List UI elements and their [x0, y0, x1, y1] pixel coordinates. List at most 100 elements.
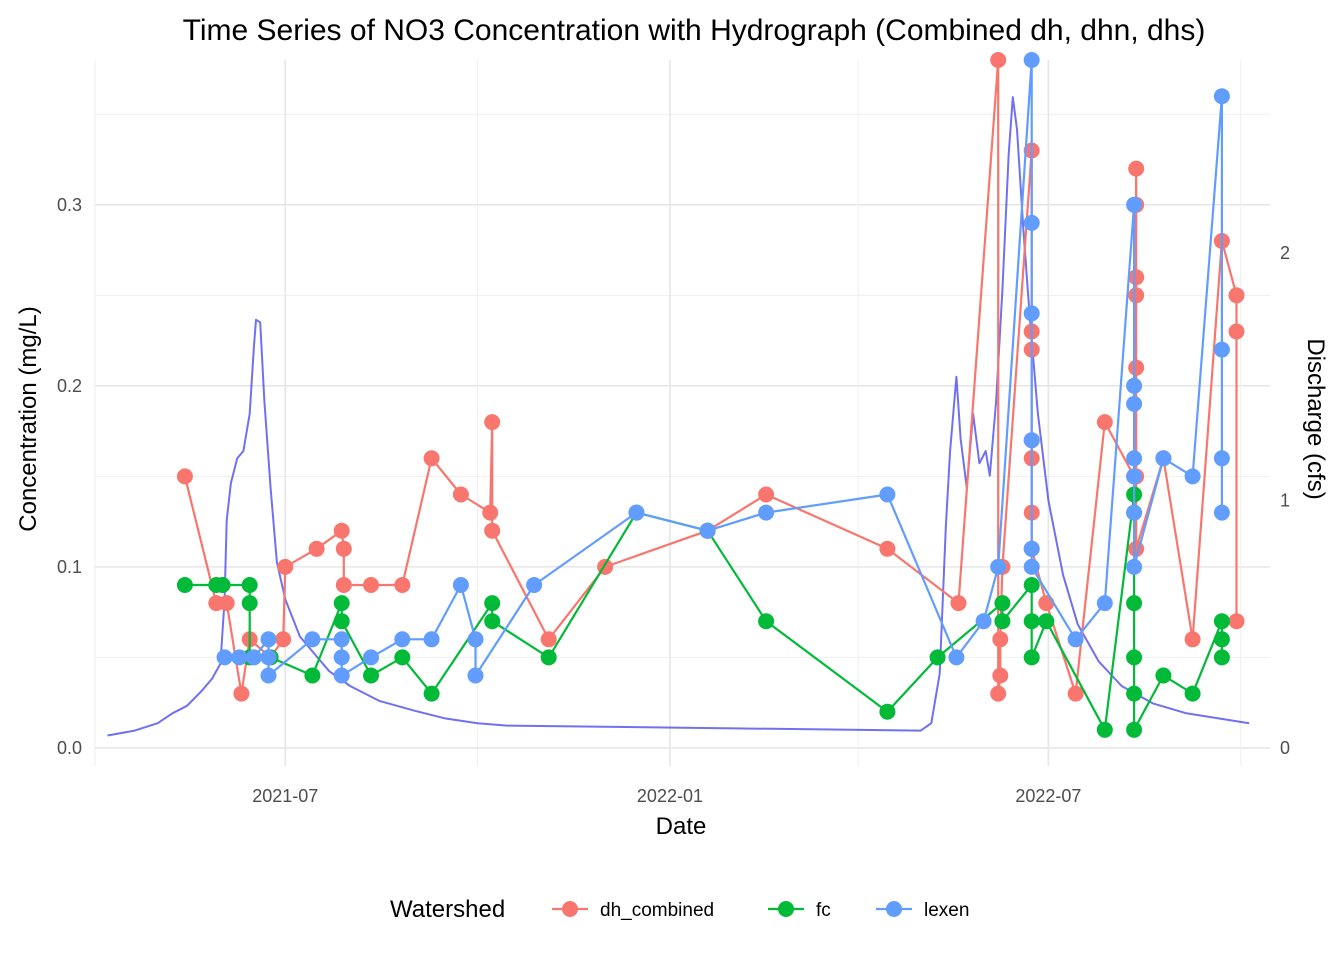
data-point-fc — [1213, 631, 1230, 648]
data-point-dh_combined — [308, 540, 325, 557]
data-point-fc — [1023, 577, 1040, 593]
data-point-lexen — [628, 504, 645, 521]
data-point-fc — [484, 613, 501, 630]
y2-tick-label: 0 — [1280, 738, 1290, 758]
y-tick-label: 0.1 — [57, 557, 82, 577]
data-point-dh_combined — [484, 522, 501, 539]
data-point-dh_combined — [452, 486, 469, 503]
data-point-fc — [333, 595, 350, 612]
data-point-lexen — [333, 631, 350, 648]
y-tick-label: 0.0 — [57, 738, 82, 758]
data-point-dh_combined — [758, 486, 775, 503]
data-point-dh_combined — [1067, 685, 1084, 702]
data-point-lexen — [879, 486, 896, 503]
legend: Watershed dh_combined fc lexen — [390, 896, 969, 923]
data-point-fc — [1155, 667, 1172, 684]
legend-label: dh_combined — [600, 900, 714, 921]
legend-title: Watershed — [390, 896, 505, 923]
data-point-fc — [1213, 613, 1230, 630]
data-point-lexen — [526, 577, 543, 593]
data-point-lexen — [333, 649, 350, 666]
data-point-lexen — [1067, 631, 1084, 648]
data-point-dh_combined — [1228, 287, 1245, 304]
data-point-lexen — [1126, 450, 1143, 467]
data-point-lexen — [1096, 595, 1113, 612]
y2-axis-title: Discharge (cfs) — [1302, 338, 1329, 499]
legend-key-marker — [886, 901, 902, 917]
data-point-lexen — [260, 631, 277, 648]
series-lexen — [216, 52, 1230, 684]
data-point-lexen — [1184, 468, 1201, 485]
data-point-fc — [304, 667, 321, 684]
data-point-lexen — [363, 649, 379, 666]
data-point-fc — [423, 685, 440, 702]
data-point-lexen — [1126, 468, 1143, 485]
data-point-lexen — [1023, 52, 1040, 68]
data-point-lexen — [1126, 196, 1143, 213]
data-point-lexen — [1126, 395, 1143, 412]
data-point-lexen — [1213, 341, 1230, 358]
data-point-lexen — [1213, 504, 1230, 521]
data-point-dh_combined — [423, 450, 440, 467]
y-tick-label: 0.3 — [57, 195, 82, 215]
data-point-dh_combined — [990, 685, 1007, 702]
y2-tick-label: 1 — [1280, 490, 1290, 510]
data-point-fc — [1023, 613, 1040, 630]
data-point-dh_combined — [1038, 595, 1055, 612]
legend-key-marker — [562, 901, 578, 917]
data-point-lexen — [467, 631, 484, 648]
data-point-lexen — [394, 631, 411, 648]
x-axis-title: Date — [656, 813, 707, 840]
data-point-lexen — [216, 649, 233, 666]
data-point-lexen — [333, 667, 350, 684]
data-point-lexen — [758, 504, 775, 521]
data-point-lexen — [1023, 305, 1040, 322]
data-point-dh_combined — [275, 631, 292, 648]
data-point-dh_combined — [1184, 631, 1201, 648]
axis-layer: 0.0 0.1 0.2 0.3 0 1 2 2021-07 2022-01 2022-07 — [57, 195, 1290, 806]
data-point-dh_combined — [1128, 269, 1145, 286]
data-point-lexen — [1213, 88, 1230, 105]
x-tick-label: 2022-07 — [1015, 786, 1081, 806]
data-point-fc — [540, 649, 557, 666]
data-point-fc — [1096, 721, 1113, 738]
data-point-dh_combined — [992, 667, 1009, 684]
data-point-dh_combined — [335, 577, 352, 593]
data-point-dh_combined — [992, 631, 1009, 648]
data-point-fc — [1038, 613, 1055, 630]
data-point-dh_combined — [233, 685, 250, 702]
data-point-fc — [176, 577, 193, 593]
data-point-fc — [333, 613, 350, 630]
y-axis-title: Concentration (mg/L) — [15, 306, 42, 531]
data-point-dh_combined — [1228, 323, 1245, 340]
data-point-lexen — [304, 631, 321, 648]
data-point-lexen — [260, 649, 277, 666]
data-point-fc — [929, 649, 946, 666]
y-tick-label: 0.2 — [57, 376, 82, 396]
data-point-fc — [484, 595, 501, 612]
data-point-lexen — [1023, 432, 1040, 449]
data-point-fc — [1184, 685, 1201, 702]
data-point-fc — [994, 595, 1011, 612]
data-point-dh_combined — [484, 414, 501, 431]
data-point-lexen — [452, 577, 469, 593]
data-point-lexen — [245, 649, 262, 666]
legend-key-marker — [778, 901, 794, 917]
data-point-dh_combined — [333, 522, 350, 539]
x-tick-label: 2022-01 — [637, 786, 703, 806]
legend-item-dh_combined: dh_combined — [552, 900, 714, 921]
data-point-fc — [241, 595, 258, 612]
y2-tick-label: 2 — [1280, 243, 1290, 263]
data-point-dh_combined — [879, 540, 896, 557]
data-point-dh_combined — [540, 631, 557, 648]
data-point-lexen — [1023, 558, 1040, 575]
chart-title: Time Series of NO3 Concentration with Hy… — [183, 14, 1206, 47]
data-point-dh_combined — [218, 595, 235, 612]
data-point-dh_combined — [950, 595, 967, 612]
data-point-lexen — [1023, 214, 1040, 231]
x-tick-label: 2021-07 — [252, 786, 318, 806]
data-point-fc — [394, 649, 411, 666]
data-point-lexen — [975, 613, 992, 630]
data-point-fc — [879, 703, 896, 720]
